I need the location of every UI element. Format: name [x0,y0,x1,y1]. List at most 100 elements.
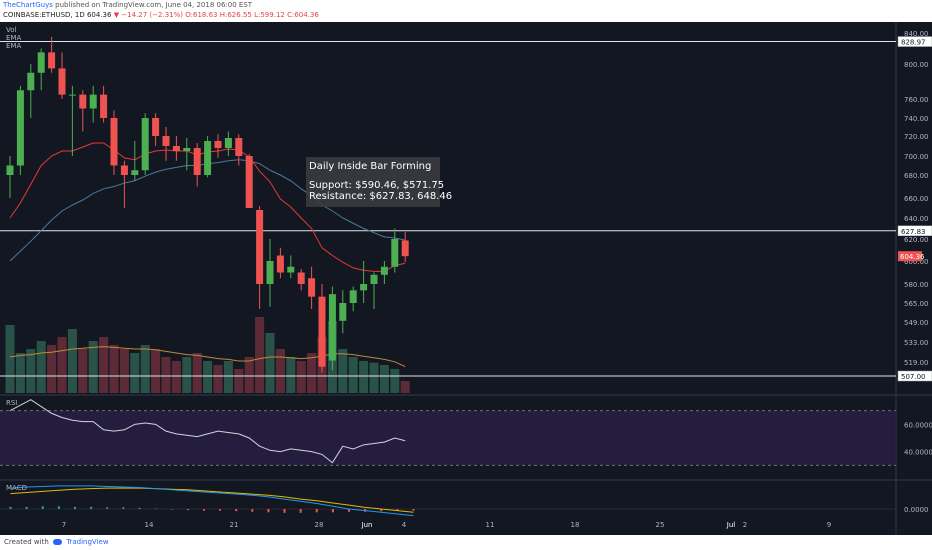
macd-histogram-bar [299,509,302,513]
author-link[interactable]: TheChartGuys [3,1,53,9]
macd-histogram-bar [412,509,415,511]
publish-info: TheChartGuys published on TradingView.co… [3,1,252,9]
annotation-title: Daily Inside Bar Forming [309,161,431,172]
credit-footer: Created with TradingView [0,535,932,550]
time-tick-label: 4 [402,521,407,529]
candle-body [27,72,35,91]
volume-ma-line [9,346,406,368]
price-tick-label: 760.00 [904,96,929,104]
volume-bar [390,369,400,393]
rsi-tick-label: 40.0000 [904,449,932,457]
candle-body [214,141,222,148]
time-tick-label: 21 [230,521,239,529]
macd-histogram-bar [348,509,351,512]
volume-bar [15,353,25,393]
volume-bar [400,381,410,393]
macd-histogram-bar [251,509,254,512]
macd-histogram-bar [170,509,173,510]
candle-body [391,239,399,267]
volume-bar [255,317,265,393]
candle-body [110,118,118,166]
candle-body [276,255,284,273]
volume-bar [57,337,67,393]
time-tick-label: 9 [827,521,831,529]
price-tick-label: 600.00 [904,258,929,266]
candle-body [339,303,347,321]
candle-body [401,240,409,257]
candle-body [16,90,24,166]
time-tick-label: 18 [571,521,580,529]
price-change: ▼ −14.27 (−2.31%) [113,11,184,19]
price-tick-label: 680.00 [904,172,929,180]
candle-body [6,165,14,175]
symbol-label: COINBASE:ETHUSD, 1D [3,11,85,19]
candle-body [79,94,87,109]
level-label-box [897,225,932,237]
last-price-label: 604.36 [900,253,925,261]
volume-bar [369,362,379,393]
macd-histogram-bar [122,507,125,509]
candle-body [89,94,97,109]
last-price-label-box [898,251,922,262]
rsi-tick-label: 60.0000 [904,421,932,429]
annotation-support: Support: $590.46, $571.75 [309,180,444,191]
price-chart[interactable]: 828.97627.83507.00840.00800.00760.00740.… [0,22,932,535]
main-legend-item: EMA [6,42,21,50]
candle-body [297,272,305,284]
last-price: 604.36 [86,11,112,19]
volume-bar [36,341,46,393]
price-tick-label: 740.00 [904,115,929,123]
volume-bar [109,345,119,393]
tradingview-link[interactable]: TradingView [66,538,109,546]
volume-bar [47,345,57,393]
macd-histogram-bar [25,506,28,509]
candle-body [68,94,76,96]
volume-bar [130,353,140,393]
volume-bar [99,337,109,393]
volume-bar [161,357,171,393]
ohlc-high: H:626.55 [219,11,252,19]
volume-bar [67,329,77,393]
macd-histogram-bar [235,509,238,512]
macd-histogram-bar [380,509,383,512]
main-legend-item: Vol [6,26,17,34]
candle-body [380,266,388,275]
price-tick-label: 700.00 [904,153,929,161]
ohlc-low: L:599.12 [254,11,285,19]
price-tick-label: 660.00 [904,195,929,203]
candle-body [318,296,326,367]
macd-histogram-bar [396,509,399,511]
candle-body [172,146,180,151]
volume-bar [203,361,213,393]
price-tick-label: 565.00 [904,300,929,308]
price-tick-label: 533.00 [904,339,929,347]
volume-bar [192,353,202,393]
macd-histogram-bar [138,507,141,509]
candle-body [328,294,336,361]
candle-body [193,148,201,175]
macd-histogram-bar [267,509,270,513]
price-tick-label: 620.00 [904,236,929,244]
credit-text: Created with TradingView [4,538,109,546]
macd-histogram-bar [106,507,109,509]
level-label: 828.97 [901,39,926,47]
ohlc-close: C:604.36 [287,11,319,19]
price-tick-label: 519.00 [904,359,929,367]
volume-bar [88,341,98,393]
macd-histogram-bar [9,506,12,509]
annotation-resistance: Resistance: $627.83, 648.46 [309,191,452,202]
time-tick-label: Jul [726,521,736,529]
level-label: 627.83 [901,228,926,236]
volume-bar [213,365,223,393]
level-label-box [897,36,932,47]
candle-body [245,156,253,208]
candle-body [308,278,316,297]
candle-body [183,148,191,151]
candle-body [48,52,56,69]
volume-bar [379,365,389,393]
macd-histogram-bar [186,509,189,511]
time-tick-label: 7 [62,521,66,529]
rsi-band [0,410,896,466]
candle-body [204,141,212,175]
symbol-info: COINBASE:ETHUSD, 1D 604.36 ▼ −14.27 (−2.… [3,11,319,19]
